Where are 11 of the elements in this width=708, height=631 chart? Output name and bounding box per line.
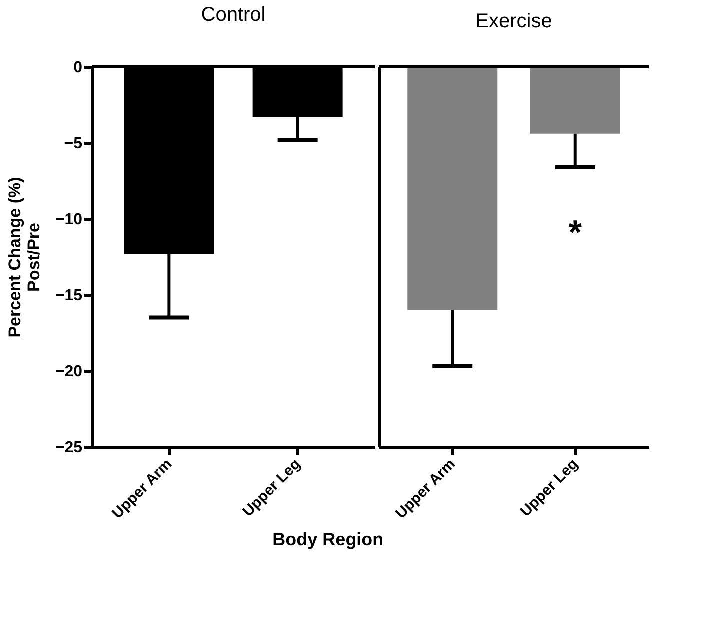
y-tick-label: −10 bbox=[55, 212, 83, 228]
y-tick-label: −15 bbox=[55, 288, 83, 304]
y-tick-label: −25 bbox=[55, 440, 83, 456]
annotation: * bbox=[568, 214, 583, 252]
y-axis-title: Percent Change (%) Post/Pre bbox=[5, 177, 44, 338]
y-tick-label: −5 bbox=[64, 136, 83, 152]
y-tick-label: 0 bbox=[74, 60, 83, 76]
chart-title: Control bbox=[201, 4, 266, 26]
chart-title: Exercise bbox=[476, 10, 552, 32]
y-tick-label: −20 bbox=[55, 364, 83, 380]
x-axis-title: Body Region bbox=[272, 529, 384, 550]
